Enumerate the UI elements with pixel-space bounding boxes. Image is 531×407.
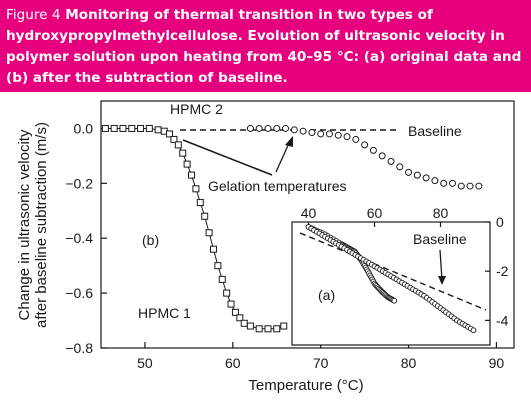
y-tick-label: −0.4 — [65, 230, 93, 246]
data-point-hpmc2 — [290, 126, 298, 134]
data-point-hpmc1 — [128, 124, 136, 132]
series-label-hpmc2: HPMC 2 — [170, 101, 223, 117]
y-axis-title-line1: Change in ultrasonic velocity — [16, 129, 33, 320]
data-point-hpmc1 — [137, 124, 145, 132]
inset-y-tick-label: 0 — [496, 214, 504, 230]
x-tick-label: 60 — [225, 355, 241, 371]
data-point-hpmc2 — [422, 174, 430, 182]
y-tick-label: −0.8 — [65, 340, 93, 356]
data-point-hpmc1 — [170, 135, 178, 143]
x-tick-label: 80 — [401, 355, 417, 371]
data-point-hpmc1 — [255, 325, 263, 333]
data-point-hpmc1 — [110, 124, 118, 132]
gelation-arrow-shaft — [275, 140, 291, 173]
inset-x-tick-label: 40 — [301, 205, 317, 221]
inset-data-point-hpmc2 — [470, 327, 477, 334]
inset-baseline-arrow-shaft — [439, 249, 443, 281]
data-point-hpmc1 — [209, 245, 217, 253]
data-point-hpmc2 — [413, 171, 421, 179]
series-label-hpmc1: HPMC 1 — [138, 305, 191, 321]
data-point-hpmc2 — [387, 157, 395, 165]
figure-caption: Figure 4 Monitoring of thermal transitio… — [0, 0, 531, 92]
data-point-hpmc2 — [255, 124, 263, 132]
data-point-hpmc2 — [475, 182, 483, 190]
inset-plot-frame — [291, 221, 491, 346]
data-point-hpmc1 — [154, 126, 162, 134]
data-point-hpmc1 — [240, 319, 248, 327]
data-point-hpmc2 — [448, 179, 456, 187]
inset-x-tick-label: 80 — [433, 205, 449, 221]
data-point-hpmc1 — [236, 314, 244, 322]
data-point-hpmc1 — [196, 199, 204, 207]
data-point-hpmc2 — [405, 168, 413, 176]
inset-y-tick-label: -4 — [496, 312, 509, 328]
data-point-hpmc2 — [440, 179, 448, 187]
data-point-hpmc1 — [273, 325, 281, 333]
data-point-hpmc2 — [466, 182, 474, 190]
data-point-hpmc2 — [343, 133, 351, 141]
baseline-label: Baseline — [408, 123, 462, 139]
data-point-hpmc2 — [361, 141, 369, 149]
x-axis-title: Temperature (°C) — [248, 377, 363, 394]
figure-label: Figure 4 — [6, 7, 61, 23]
data-point-hpmc1 — [201, 212, 209, 220]
data-point-hpmc2 — [308, 129, 316, 137]
data-point-hpmc1 — [183, 160, 191, 168]
gelation-arrow-head — [285, 136, 293, 147]
y-tick-label: 0.0 — [74, 120, 94, 136]
x-tick-label: 90 — [489, 355, 505, 371]
data-point-hpmc1 — [223, 289, 231, 297]
data-point-hpmc2 — [282, 124, 290, 132]
data-point-hpmc1 — [174, 141, 182, 149]
data-point-hpmc2 — [317, 130, 325, 138]
inset-baseline-label: Baseline — [413, 231, 467, 247]
data-point-hpmc1 — [179, 149, 187, 157]
data-point-hpmc1 — [227, 300, 235, 308]
gelation-pointer-line — [182, 139, 273, 176]
data-point-hpmc2 — [457, 182, 465, 190]
data-point-hpmc1 — [218, 275, 226, 283]
panel-label-a: (a) — [318, 287, 335, 303]
data-point-hpmc1 — [119, 124, 127, 132]
data-point-hpmc1 — [214, 262, 222, 270]
data-point-hpmc1 — [166, 130, 174, 138]
data-point-hpmc2 — [352, 135, 360, 143]
inset-baseline-arrow-head — [438, 276, 446, 285]
data-point-hpmc1 — [205, 229, 213, 237]
data-point-hpmc1 — [264, 325, 272, 333]
main-plot-frame — [100, 100, 515, 349]
data-point-hpmc2 — [273, 124, 281, 132]
caption-text: Monitoring of thermal transition in two … — [6, 7, 522, 86]
panel-label-b: (b) — [142, 232, 159, 248]
y-tick-label: −0.2 — [65, 175, 93, 191]
inset-baseline-line — [299, 232, 487, 311]
data-point-hpmc1 — [192, 185, 200, 193]
x-tick-label: 50 — [137, 355, 153, 371]
data-point-hpmc2 — [334, 131, 342, 139]
data-point-hpmc2 — [325, 130, 333, 138]
data-point-hpmc2 — [246, 124, 254, 132]
data-point-hpmc2 — [264, 124, 272, 132]
inset-x-tick-label: 60 — [367, 205, 383, 221]
y-tick-label: −0.6 — [65, 285, 93, 301]
series-line-hpmc1 — [105, 127, 284, 330]
data-point-hpmc2 — [369, 146, 377, 154]
gelation-annotation: Gelation temperatures — [208, 178, 347, 194]
data-point-hpmc2 — [396, 163, 404, 171]
data-point-hpmc2 — [431, 177, 439, 185]
y-axis-title-line2: after baseline subtraction (m/s) — [33, 122, 50, 328]
x-tick-label: 70 — [313, 355, 329, 371]
data-point-hpmc1 — [231, 308, 239, 316]
data-point-hpmc1 — [280, 322, 288, 330]
data-point-hpmc2 — [299, 127, 307, 135]
data-point-hpmc1 — [145, 124, 153, 132]
data-point-hpmc1 — [246, 322, 254, 330]
data-point-hpmc1 — [101, 124, 109, 132]
data-point-hpmc1 — [188, 171, 196, 179]
inset-y-tick-label: -2 — [496, 263, 509, 279]
inset-data-point-hpmc1 — [391, 297, 398, 304]
data-point-hpmc2 — [378, 152, 386, 160]
